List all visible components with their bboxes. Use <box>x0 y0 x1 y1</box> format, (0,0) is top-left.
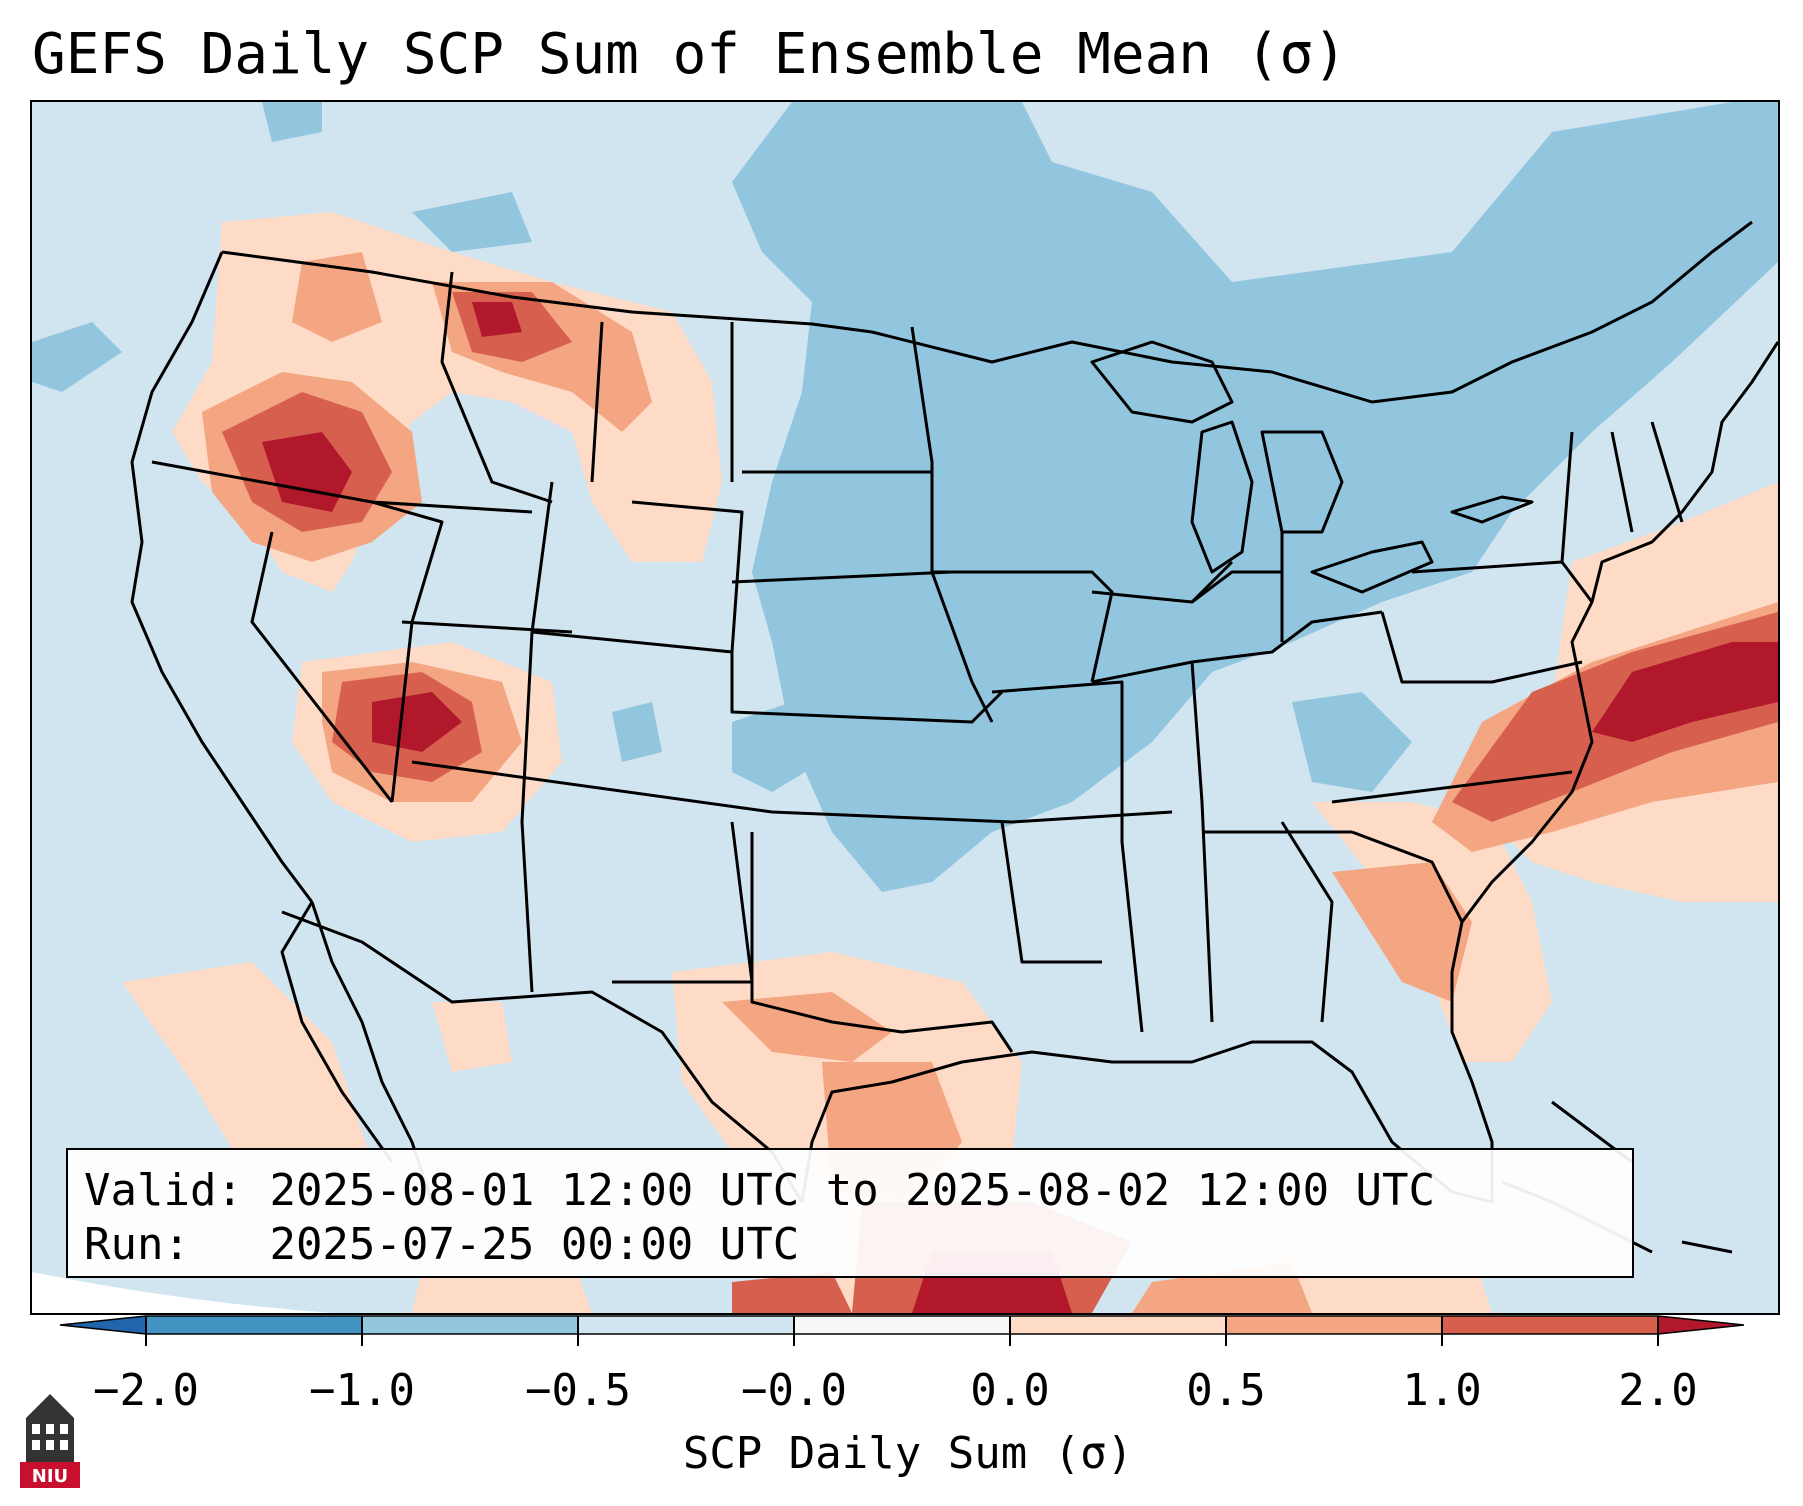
coastlines-and-borders <box>130 220 1778 1254</box>
colorbar-tick-label: −2.0 <box>93 1365 199 1416</box>
colorbar-segment <box>146 1316 362 1334</box>
run-row: Run: 2025-07-25 00:00 UTC <box>84 1218 1632 1272</box>
university-tower-icon: NIU <box>20 1394 80 1488</box>
colorbar-segment <box>1226 1316 1442 1334</box>
colorbar-segments <box>146 1316 1658 1334</box>
colorbar-segment <box>1442 1316 1658 1334</box>
valid-row: Valid: 2025-08-01 12:00 UTC to 2025-08-0… <box>84 1164 1632 1218</box>
colorbar-segment <box>1010 1316 1226 1334</box>
map-panel <box>30 100 1780 1315</box>
validity-info-box: Valid: 2025-08-01 12:00 UTC to 2025-08-0… <box>66 1148 1634 1278</box>
negative-anomaly-regions <box>32 102 1778 892</box>
colorbar-extend-low <box>60 1316 146 1334</box>
colorbar-tick-label: 0.5 <box>1186 1365 1266 1416</box>
colorbar-tick-label: 1.0 <box>1402 1365 1482 1416</box>
map-canvas <box>32 102 1778 1313</box>
colorbar-segment <box>794 1316 1010 1334</box>
colorbar-label: SCP Daily Sum (σ) <box>682 1428 1134 1479</box>
logo-text: NIU <box>32 1466 68 1487</box>
colorbar-tick-label: −1.0 <box>309 1365 415 1416</box>
run-value: 2025-07-25 00:00 UTC <box>269 1219 800 1270</box>
colorbar-segment <box>362 1316 578 1334</box>
colorbar-ticks <box>145 1316 1659 1346</box>
colorbar-tick-label: 2.0 <box>1618 1365 1698 1416</box>
projection-edge <box>32 1272 332 1313</box>
colorbar-tick-label: −0.5 <box>525 1365 631 1416</box>
colorbar-tick-label: −0.0 <box>741 1365 847 1416</box>
colorbar-segment <box>578 1316 794 1334</box>
colorbar-tick-label: 0.0 <box>970 1365 1050 1416</box>
map-title: GEFS Daily SCP Sum of Ensemble Mean (σ) <box>32 22 1347 87</box>
valid-value: 2025-08-01 12:00 UTC to 2025-08-02 12:00… <box>269 1165 1436 1216</box>
colorbar <box>59 1315 1745 1346</box>
colorbar-extend-high <box>1658 1316 1744 1334</box>
valid-label: Valid: <box>84 1165 243 1216</box>
run-label: Run: <box>84 1219 190 1270</box>
